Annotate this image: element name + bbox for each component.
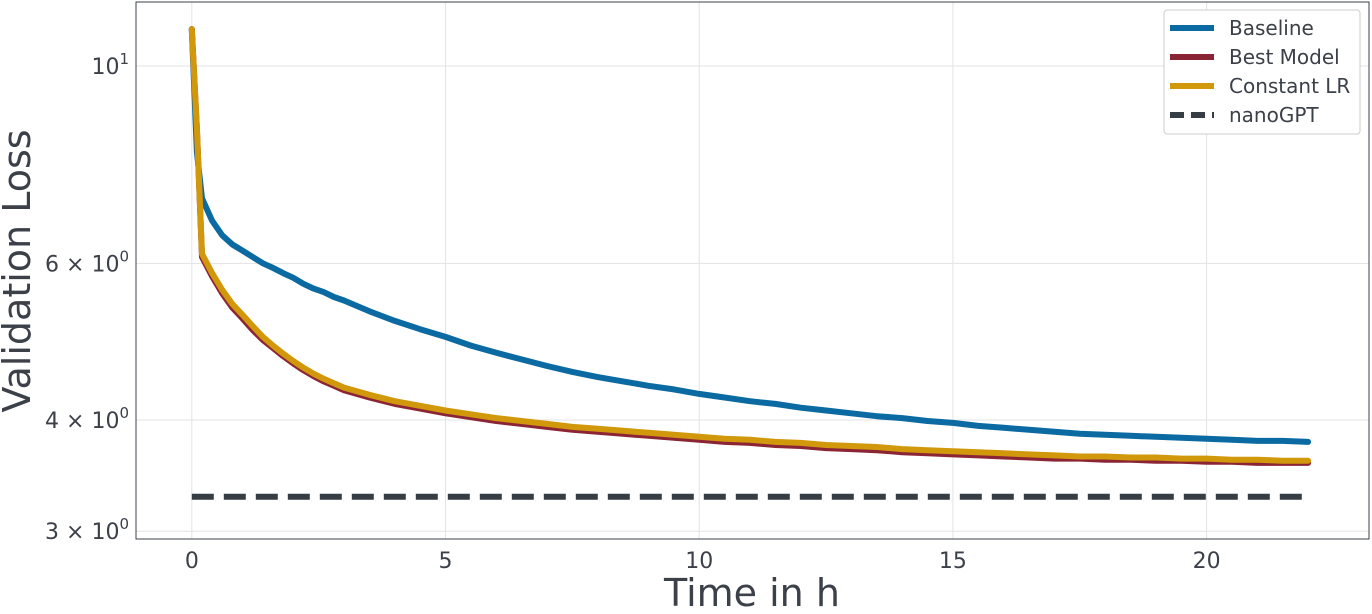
- series-line-constant-lr: [188, 26, 1312, 464]
- series-layer: [188, 26, 1312, 500]
- x-tick-label: 5: [439, 549, 453, 574]
- x-tick-label: 20: [1193, 549, 1221, 574]
- series-line-baseline: [188, 26, 1312, 445]
- legend-label: nanoGPT: [1229, 103, 1319, 127]
- plot-frame: [135, 1, 1370, 540]
- legend-label: Constant LR: [1229, 74, 1350, 98]
- x-tick-label: 0: [185, 549, 199, 574]
- x-tick-label: 15: [939, 549, 967, 574]
- legend-frame: [1163, 9, 1361, 135]
- y-tick-label: 3 × 100: [45, 515, 129, 545]
- legend-label: Baseline: [1229, 16, 1314, 40]
- y-tick-label: 6 × 100: [45, 247, 129, 277]
- y-tick-labels: 3 × 100 4 × 100 6 × 100 101: [45, 50, 129, 545]
- y-axis-label: Validation Loss: [0, 129, 39, 412]
- x-tick-labels: 0 5 10 15 20: [185, 549, 1221, 574]
- x-axis-label: Time in h: [663, 571, 840, 614]
- y-tick-label: 101: [91, 50, 129, 80]
- x-tick-label: 10: [685, 549, 713, 574]
- legend-label: Best Model: [1229, 45, 1340, 69]
- legend: Baseline Best Model Constant LR nanoGPT: [1163, 9, 1361, 135]
- y-tick-label: 4 × 100: [45, 404, 129, 434]
